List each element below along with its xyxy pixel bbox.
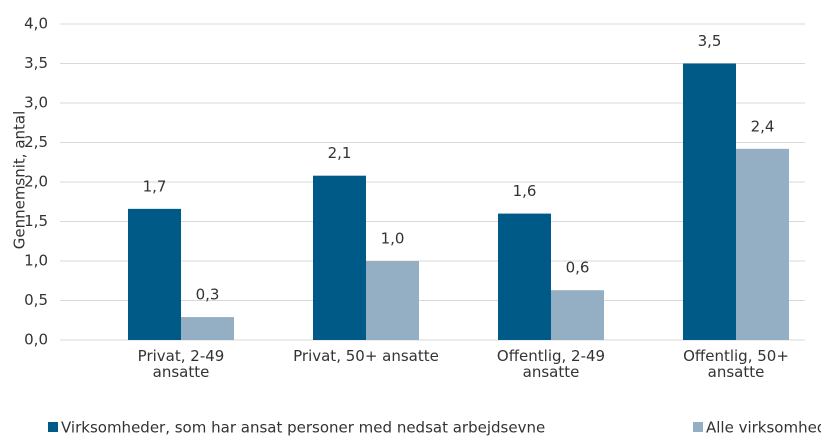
y-tick-label: 3,5 — [24, 54, 48, 72]
bar — [736, 148, 789, 340]
legend-label: Alle virksomheder — [706, 419, 821, 437]
y-tick-label: 1,5 — [24, 212, 48, 230]
bar — [366, 261, 419, 340]
y-tick-label: 3,0 — [24, 94, 48, 112]
x-tick-label: Offentlig, 2-49 ansatte — [496, 347, 606, 381]
x-tick-label: Privat, 2-49 ansatte — [137, 347, 225, 381]
data-label: 1,0 — [381, 230, 405, 248]
x-tick-label: Privat, 50+ ansatte — [293, 347, 439, 365]
legend-label: Virksomheder, som har ansat personer med… — [61, 419, 545, 437]
y-tick-label: 1,0 — [24, 252, 48, 270]
data-label: 0,3 — [196, 286, 220, 304]
y-tick-label: 0,0 — [24, 331, 48, 349]
bar — [128, 208, 181, 340]
data-label: 1,7 — [143, 177, 167, 195]
data-label: 2,1 — [328, 144, 352, 162]
bar — [683, 63, 736, 340]
bar — [181, 317, 234, 340]
legend-swatch — [693, 422, 703, 432]
y-axis-title: Gennemsnit, antal — [11, 111, 29, 250]
legend-swatch — [48, 422, 58, 432]
bar — [313, 175, 366, 340]
y-tick-label: 2,0 — [24, 173, 48, 191]
data-label: 1,6 — [513, 182, 537, 200]
y-tick-label: 4,0 — [24, 15, 48, 33]
data-label: 0,6 — [566, 259, 590, 277]
y-tick-label: 2,5 — [24, 133, 48, 151]
bar — [551, 290, 604, 340]
data-label: 2,4 — [751, 117, 775, 135]
x-tick-label: Offentlig, 50+ ansatte — [683, 347, 789, 381]
data-label: 3,5 — [698, 32, 722, 50]
y-tick-label: 0,5 — [24, 291, 48, 309]
bar — [498, 213, 551, 340]
